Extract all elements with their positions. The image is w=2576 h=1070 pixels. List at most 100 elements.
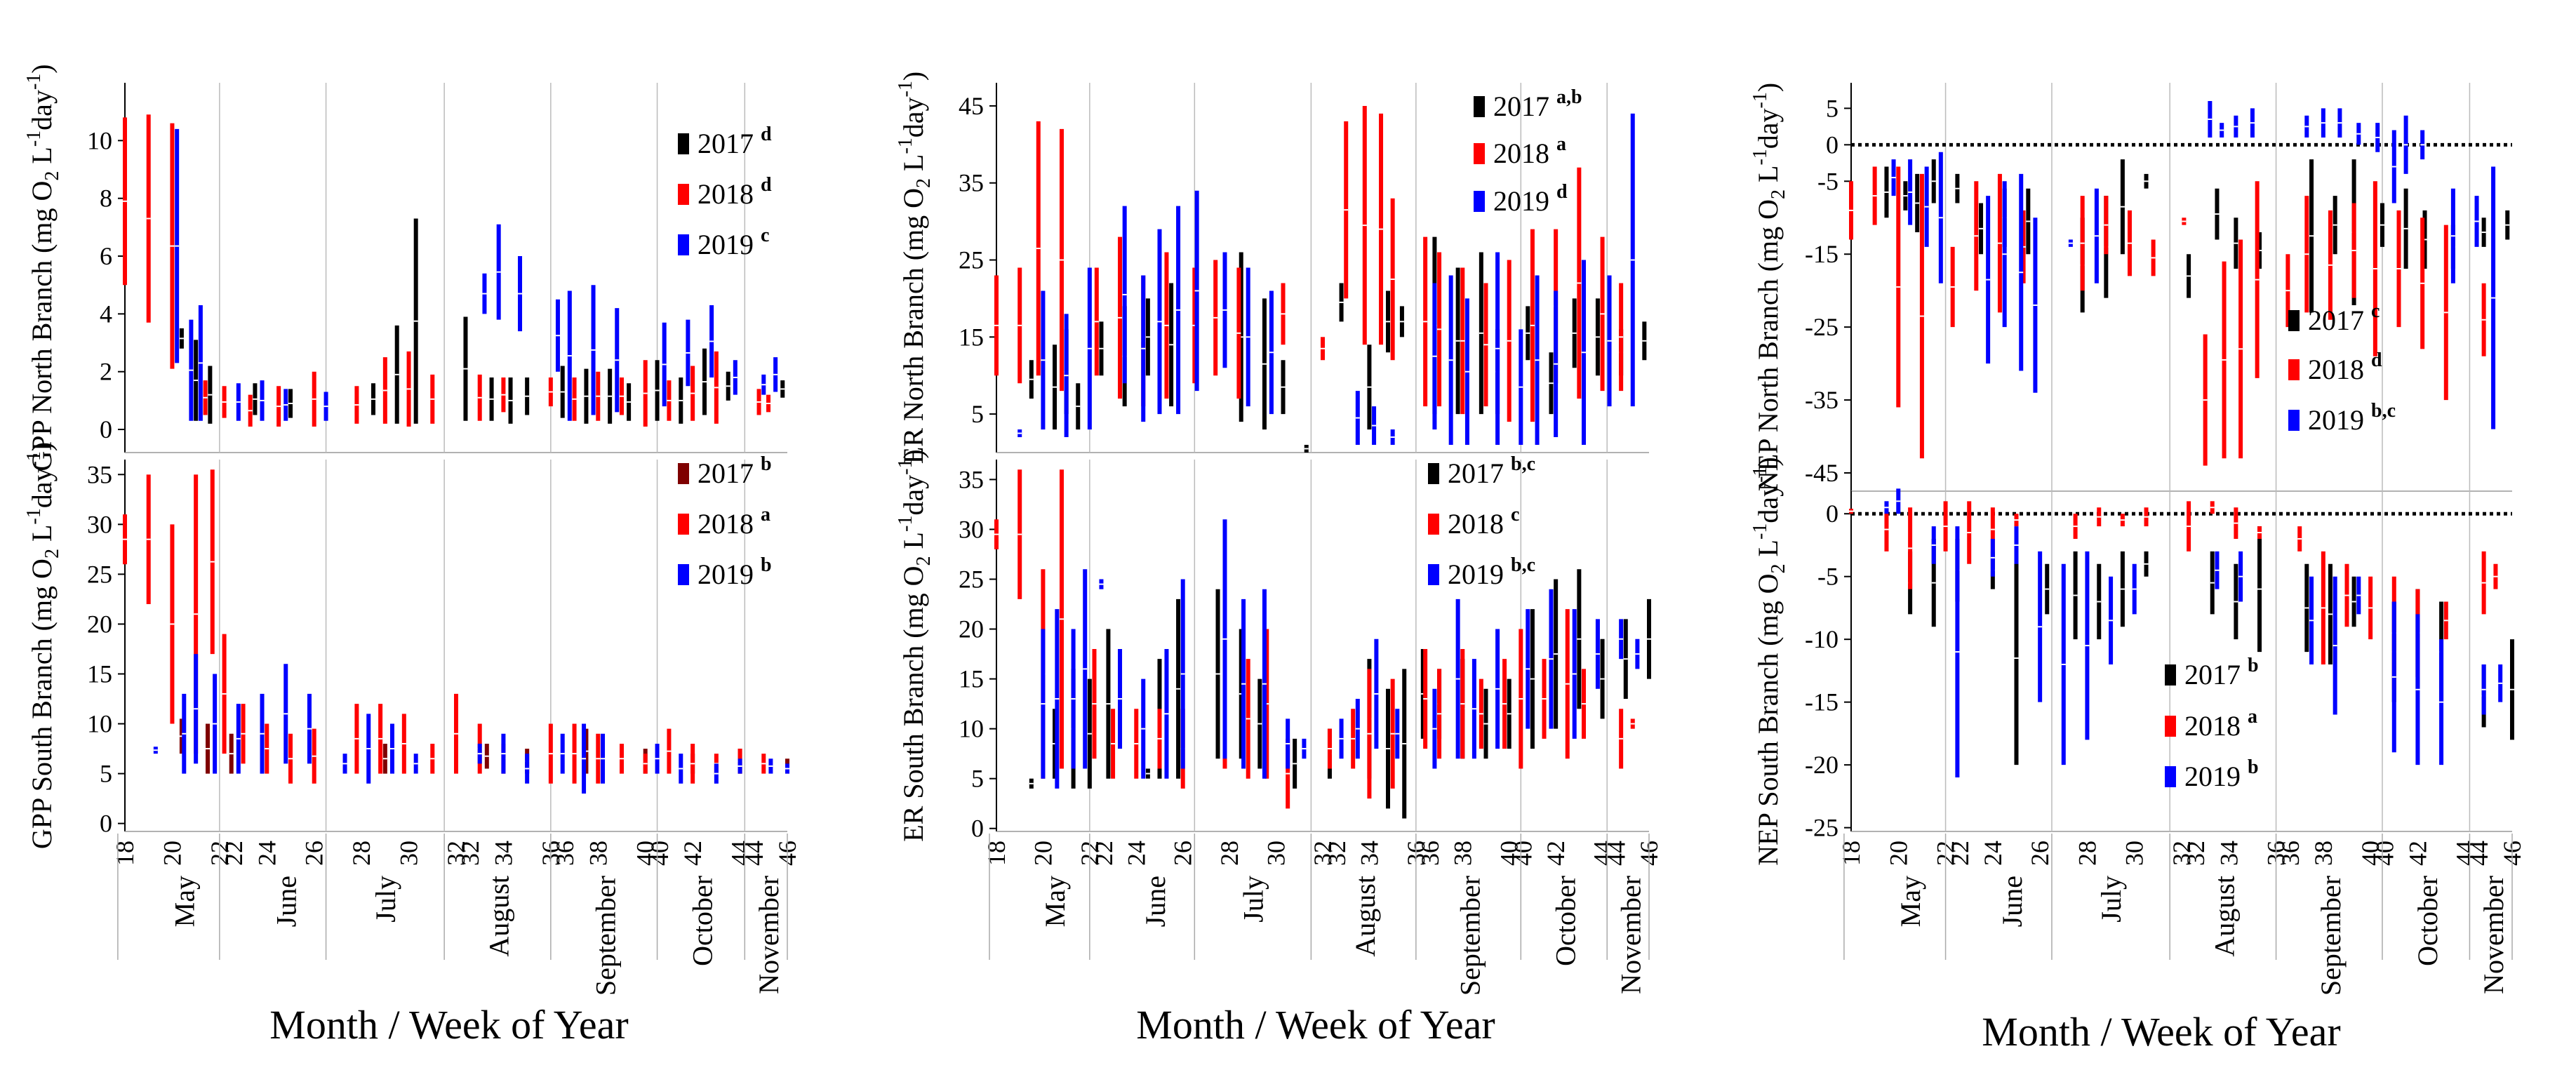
- legend-label-2018: 2018 a: [2184, 706, 2257, 742]
- y-axis-label: GPP North Branch (mg O2 L-1day-1): [23, 64, 63, 471]
- x-week-tick-label: 22: [1946, 841, 1974, 866]
- legend-label-2017: 2017 a,b: [1493, 86, 1582, 122]
- y-tick-label: 8: [100, 185, 112, 213]
- x-week-tick-label: 32: [1309, 841, 1337, 866]
- y-tick-label: 10: [959, 715, 984, 743]
- x-axis-title-col-1: Month / Week of Year: [269, 1002, 628, 1048]
- x-week-tick-label: 18: [111, 841, 139, 866]
- legend-swatch-2019: [1428, 564, 1439, 585]
- legend-label-2019: 2019 c: [698, 225, 769, 260]
- y-tick-label: 15: [87, 660, 112, 688]
- x-week-tick-label: 36: [2276, 841, 2304, 866]
- x-month-label: June: [1996, 876, 2028, 927]
- x-week-tick-label: 34: [1355, 841, 1383, 866]
- x-week-tick-label: 34: [489, 841, 517, 866]
- x-week-tick-label: 20: [1029, 841, 1057, 866]
- x-week-tick-label: 38: [584, 841, 612, 866]
- x-month-label: November: [2478, 876, 2509, 994]
- x-month-label: June: [270, 876, 302, 927]
- x-week-tick-label: 42: [2403, 841, 2431, 866]
- legend-swatch-2017: [2165, 664, 2176, 686]
- x-week-tick-label: 32: [442, 841, 470, 866]
- legend-swatch-2019: [678, 564, 689, 585]
- y-axis-label: GPP South Branch (mg O2 L-1day-1): [23, 442, 63, 849]
- x-week-tick-label: 26: [2026, 841, 2054, 866]
- y-tick-label: -45: [1805, 459, 1838, 487]
- y-tick-label: 30: [959, 515, 984, 543]
- x-week-tick-label: 38: [1448, 841, 1476, 866]
- nep-north-panel: 5 0 -5 -15 -25 -35 -45 NEP North Branch (mg O2 …: [1749, 83, 2512, 492]
- x-week-tick-label: 42: [679, 841, 707, 866]
- y-tick-label: 15: [959, 665, 984, 693]
- y-tick-label: -15: [1805, 688, 1838, 716]
- legend-swatch-2019: [678, 234, 689, 255]
- x-week-tick-label: 18: [982, 841, 1010, 866]
- legend-swatch-2017: [1474, 96, 1485, 117]
- x-month-label: September: [589, 876, 621, 996]
- legend-label-2017: 2017 d: [698, 123, 772, 159]
- y-tick-label: 20: [959, 615, 984, 643]
- gpp-south-panel: 0 5 10 15 20 25 30 35 GPP South Branch (mg O2 L-…: [23, 442, 789, 849]
- y-axis-label: ER South Branch (mg O2 L-1day-1): [895, 449, 935, 842]
- x-month-label: September: [2315, 876, 2347, 996]
- x-week-tick-label: 28: [1215, 841, 1243, 866]
- legend-label-2017: 2017 b,c: [1448, 453, 1535, 489]
- y-tick-label: 2: [100, 358, 112, 386]
- y-tick-label: 30: [87, 510, 112, 538]
- y-tick-label: -10: [1805, 625, 1838, 653]
- x-week-tick-label: 26: [300, 841, 328, 866]
- x-month-label: May: [1895, 876, 1926, 927]
- legend-swatch-2018: [1474, 143, 1485, 164]
- nep-south-panel: 0 -5 -10 -15 -20 -25 NEP South Branch (mg O2 L…: [1749, 457, 2514, 866]
- x-week-tick-label: 44: [726, 841, 754, 866]
- legend-swatch-2017: [678, 463, 689, 484]
- x-week-tick-label: 40: [646, 841, 674, 866]
- legend-swatch-2018: [678, 184, 689, 205]
- y-tick-label: 6: [100, 242, 112, 270]
- x-week-tick-label: 44: [2451, 841, 2479, 866]
- x-month-label: August: [483, 876, 515, 957]
- y-tick-label: 4: [100, 300, 112, 328]
- x-week-tick-label: 42: [1542, 841, 1570, 866]
- x-week-tick-label: 32: [2168, 841, 2196, 866]
- x-month-label: November: [1615, 876, 1646, 994]
- legend-swatch-2017: [678, 133, 689, 154]
- x-week-tick-label: 30: [2121, 841, 2149, 866]
- x-week-tick-label: 38: [2309, 841, 2337, 866]
- y-tick-label: -25: [1805, 814, 1838, 842]
- y-tick-label: -25: [1805, 313, 1838, 341]
- y-tick-label: 15: [959, 323, 984, 351]
- x-week-tick-label: 36: [1416, 841, 1444, 866]
- y-tick-label: 25: [959, 246, 984, 274]
- y-tick-label: 45: [959, 92, 984, 120]
- x-month-label: October: [687, 876, 719, 966]
- y-tick-label: 35: [959, 465, 984, 493]
- x-week-tick-label: 20: [1884, 841, 1912, 866]
- x-week-tick-label: 32: [2182, 841, 2210, 866]
- y-tick-label: 5: [1826, 94, 1838, 122]
- x-month-label: May: [1039, 876, 1071, 927]
- x-week-tick-label: 32: [1323, 841, 1351, 866]
- legend-swatch-2017: [2288, 310, 2300, 331]
- x-week-tick-label: 40: [632, 841, 660, 866]
- x-week-tick-label: 24: [1122, 841, 1150, 866]
- legend-label-2018: 2018 a: [698, 504, 770, 540]
- x-month-label: September: [1454, 876, 1486, 996]
- y-tick-label: -5: [1817, 167, 1838, 195]
- y-tick-label: 10: [87, 126, 112, 154]
- legend-swatch-2018: [2165, 716, 2176, 737]
- x-month-label: August: [1349, 876, 1381, 957]
- x-week-tick-label: 30: [395, 841, 423, 866]
- x-week-tick-label: 26: [1169, 841, 1197, 866]
- gpp-north-panel: 0 2 4 6 8 10 GPP North Branch (mg O2 L-1day-1)…: [23, 64, 787, 472]
- y-tick-label: -35: [1805, 386, 1838, 414]
- y-tick-label: 0: [1826, 500, 1838, 528]
- y-tick-label: 0: [100, 415, 112, 443]
- legend-swatch-2018: [1428, 514, 1439, 535]
- x-week-tick-label: 32: [456, 841, 484, 866]
- y-axis-label: NEP North Branch (mg O2 L-1day-1): [1749, 83, 1789, 491]
- x-week-tick-label: 28: [2073, 841, 2101, 866]
- y-tick-label: -5: [1817, 563, 1838, 591]
- legend-label-2018: 2018 c: [1448, 504, 1519, 540]
